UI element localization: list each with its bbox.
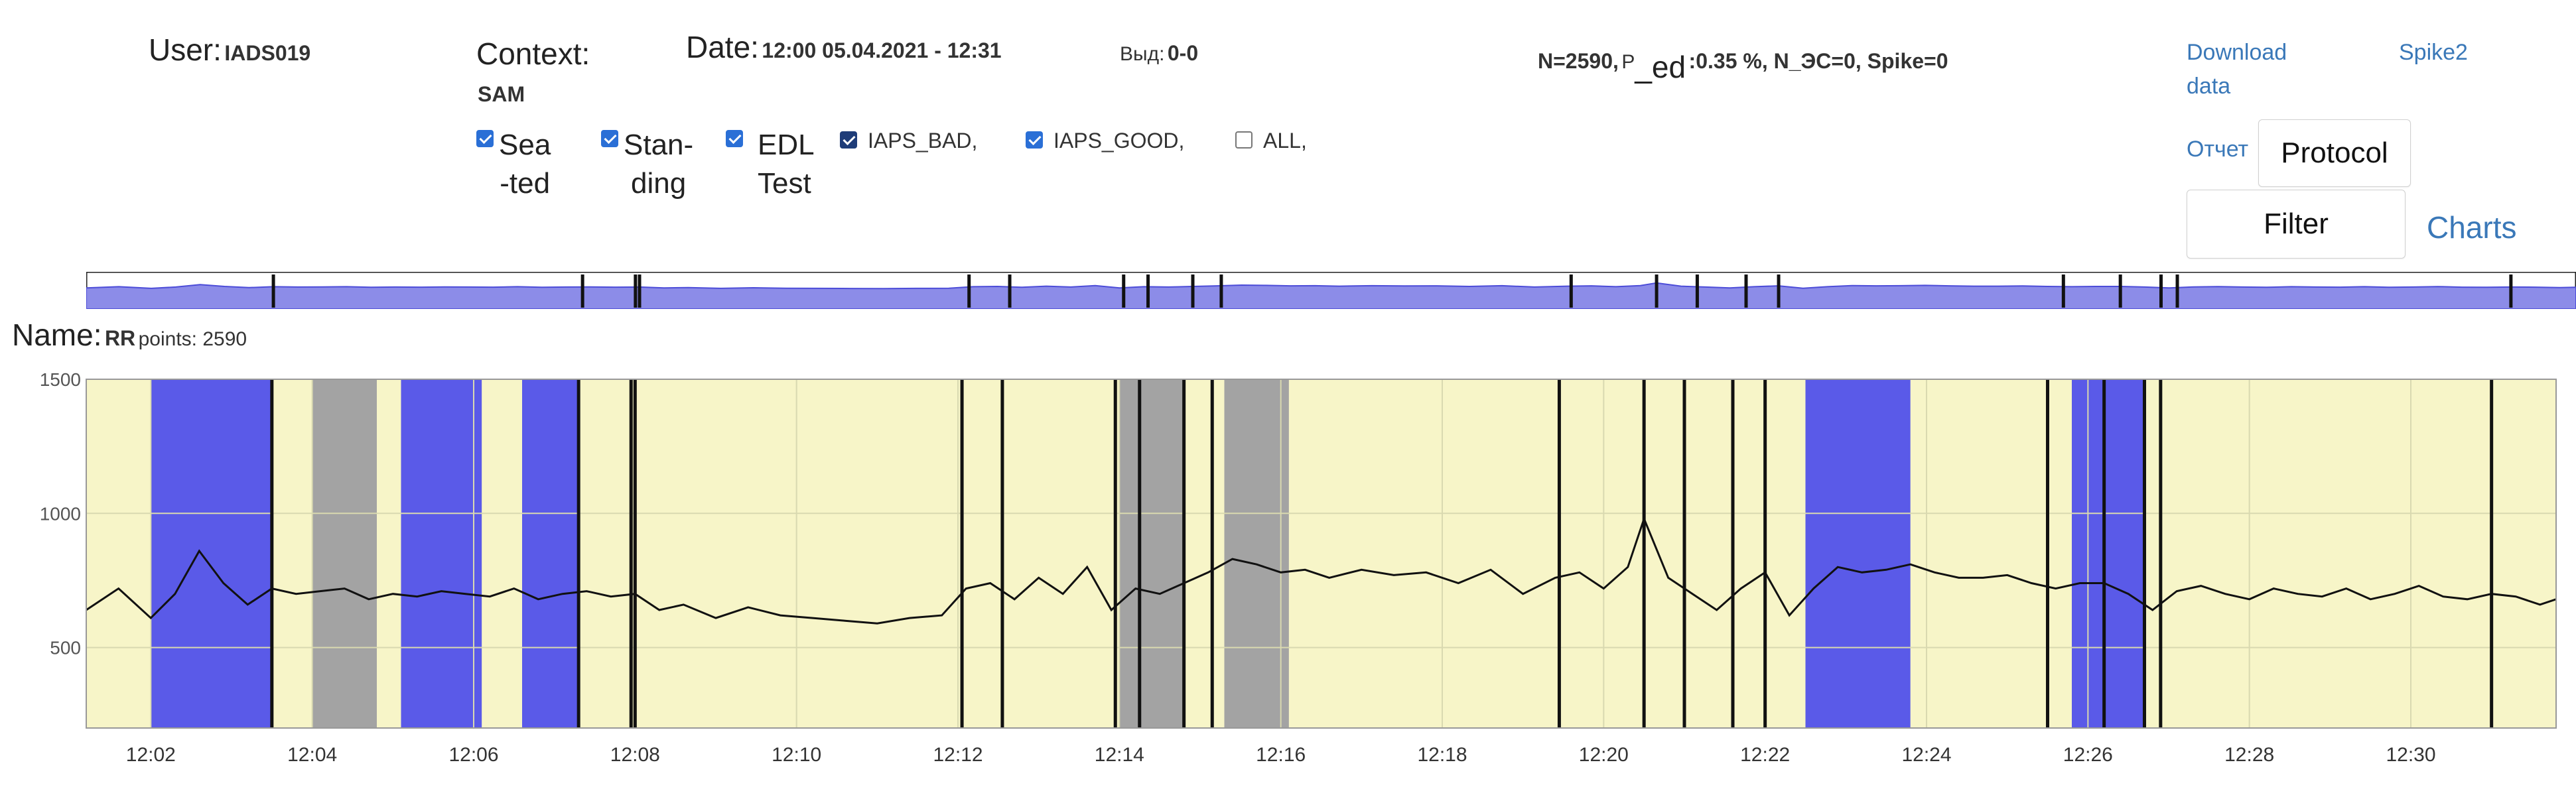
band-gray-4 bbox=[1119, 379, 1184, 728]
stats-readout: N=2590, P_ed :0.35 %, N_ЭС=0, Spike=0 bbox=[1538, 40, 1948, 84]
date-label: Date: bbox=[686, 30, 759, 64]
overview-markers bbox=[271, 274, 2513, 308]
y-tick-label: 500 bbox=[50, 638, 81, 658]
checkbox-edl-test-box[interactable] bbox=[726, 130, 743, 147]
checkbox-all-label: ALL, bbox=[1263, 129, 1307, 152]
checkbox-all-box[interactable] bbox=[1235, 131, 1253, 149]
band-blue-6 bbox=[1805, 379, 1911, 728]
x-tick-label: 12:30 bbox=[2386, 744, 2435, 766]
overview-fill bbox=[86, 282, 2576, 309]
y-tick-label: 1500 bbox=[40, 371, 81, 390]
selection-block: Выд: 0-0 bbox=[1120, 41, 1198, 66]
band-gray-1 bbox=[312, 379, 377, 728]
x-tick-label: 12:18 bbox=[1417, 744, 1467, 766]
checkbox-standing[interactable]: Stan- ding bbox=[601, 126, 693, 203]
stats-p-sub: _ed bbox=[1635, 50, 1686, 84]
rr-series-line bbox=[86, 516, 2557, 625]
band-blue-0 bbox=[151, 379, 272, 728]
x-tick-label: 12:16 bbox=[1256, 744, 1306, 766]
checkbox-iaps-good-label: IAPS_GOOD, bbox=[1053, 129, 1185, 152]
checkbox-iaps-good-box[interactable] bbox=[1026, 131, 1043, 149]
x-tick-label: 12:12 bbox=[933, 744, 983, 766]
checkbox-seated[interactable]: Sea -ted bbox=[476, 126, 551, 203]
chart-name-block: Name: RR points: 2590 bbox=[12, 317, 247, 353]
rr-chart[interactable]: 12:02 12:04 12:06 12:08 12:10 12:12 12:14 12:16… bbox=[0, 371, 2576, 791]
y-tick-label: 1000 bbox=[40, 503, 81, 524]
spike2-link[interactable]: Spike2 bbox=[2399, 40, 2468, 65]
user-value: IADS019 bbox=[224, 41, 311, 65]
band-gray-5 bbox=[1224, 379, 1289, 728]
checkbox-iaps-bad[interactable]: IAPS_BAD, bbox=[840, 127, 977, 154]
context-label: Context: bbox=[476, 36, 590, 71]
charts-link[interactable]: Charts bbox=[2427, 210, 2517, 245]
band-blue-7 bbox=[2072, 379, 2145, 728]
band-blue-2 bbox=[401, 379, 482, 728]
chart-name-label: Name: bbox=[12, 318, 102, 352]
plot-frame bbox=[86, 379, 2557, 729]
overview-strip[interactable] bbox=[86, 272, 2576, 309]
checkbox-iaps-good[interactable]: IAPS_GOOD, bbox=[1026, 127, 1184, 154]
band-blue-3 bbox=[522, 379, 579, 728]
x-tick-label: 12:24 bbox=[1901, 744, 1951, 766]
stats-n: N=2590, bbox=[1538, 49, 1619, 73]
x-tick-label: 12:10 bbox=[772, 744, 821, 766]
context-value: SAM bbox=[478, 82, 525, 106]
checkbox-seated-label: Sea -ted bbox=[499, 129, 551, 200]
checkbox-edl-test-label: EDL Test bbox=[758, 129, 815, 200]
checkbox-iaps-bad-label: IAPS_BAD, bbox=[868, 129, 978, 152]
date-value: 12:00 05.04.2021 - 12:31 bbox=[762, 38, 1002, 62]
checkbox-edl-test[interactable]: EDL Test bbox=[726, 126, 815, 203]
checkbox-iaps-bad-box[interactable] bbox=[840, 131, 857, 149]
chart-name-value: RR bbox=[104, 326, 136, 350]
x-tick-label: 12:04 bbox=[287, 744, 337, 766]
checkbox-standing-box[interactable] bbox=[601, 130, 618, 147]
selection-label: Выд: bbox=[1120, 43, 1165, 65]
checkbox-standing-label: Stan- ding bbox=[624, 129, 694, 200]
user-label: User: bbox=[149, 32, 222, 67]
x-tick-label: 12:22 bbox=[1740, 744, 1790, 766]
x-tick-label: 12:08 bbox=[610, 744, 660, 766]
stats-p: P bbox=[1621, 51, 1635, 73]
user-block: User: IADS019 bbox=[149, 32, 310, 68]
x-tick-label: 12:28 bbox=[2224, 744, 2274, 766]
x-tick-label: 12:20 bbox=[1579, 744, 1629, 766]
selection-value: 0-0 bbox=[1167, 41, 1199, 65]
checkbox-all[interactable]: ALL, bbox=[1235, 127, 1307, 154]
x-tick-label: 12:02 bbox=[126, 744, 176, 766]
x-tick-label: 12:06 bbox=[448, 744, 498, 766]
rr-chart-plot: 12:02 12:04 12:06 12:08 12:10 12:12 12:14 12:16… bbox=[40, 371, 2557, 766]
stats-rest: :0.35 %, N_ЭС=0, Spike=0 bbox=[1688, 49, 1948, 73]
download-data-link-line1[interactable]: Download bbox=[2187, 40, 2287, 65]
report-link[interactable]: Отчет bbox=[2187, 137, 2249, 162]
date-block: Date: 12:00 05.04.2021 - 12:31 bbox=[686, 29, 1002, 65]
download-data-link-line2[interactable]: data bbox=[2187, 74, 2231, 99]
x-tick-label: 12:26 bbox=[2063, 744, 2113, 766]
checkbox-seated-box[interactable] bbox=[476, 130, 494, 147]
chart-points: points: 2590 bbox=[138, 328, 247, 350]
filter-button[interactable]: Filter bbox=[2187, 190, 2406, 259]
protocol-button[interactable]: Protocol bbox=[2258, 119, 2411, 187]
download-data-link[interactable]: Download data bbox=[2187, 40, 2287, 99]
x-tick-label: 12:14 bbox=[1095, 744, 1144, 766]
